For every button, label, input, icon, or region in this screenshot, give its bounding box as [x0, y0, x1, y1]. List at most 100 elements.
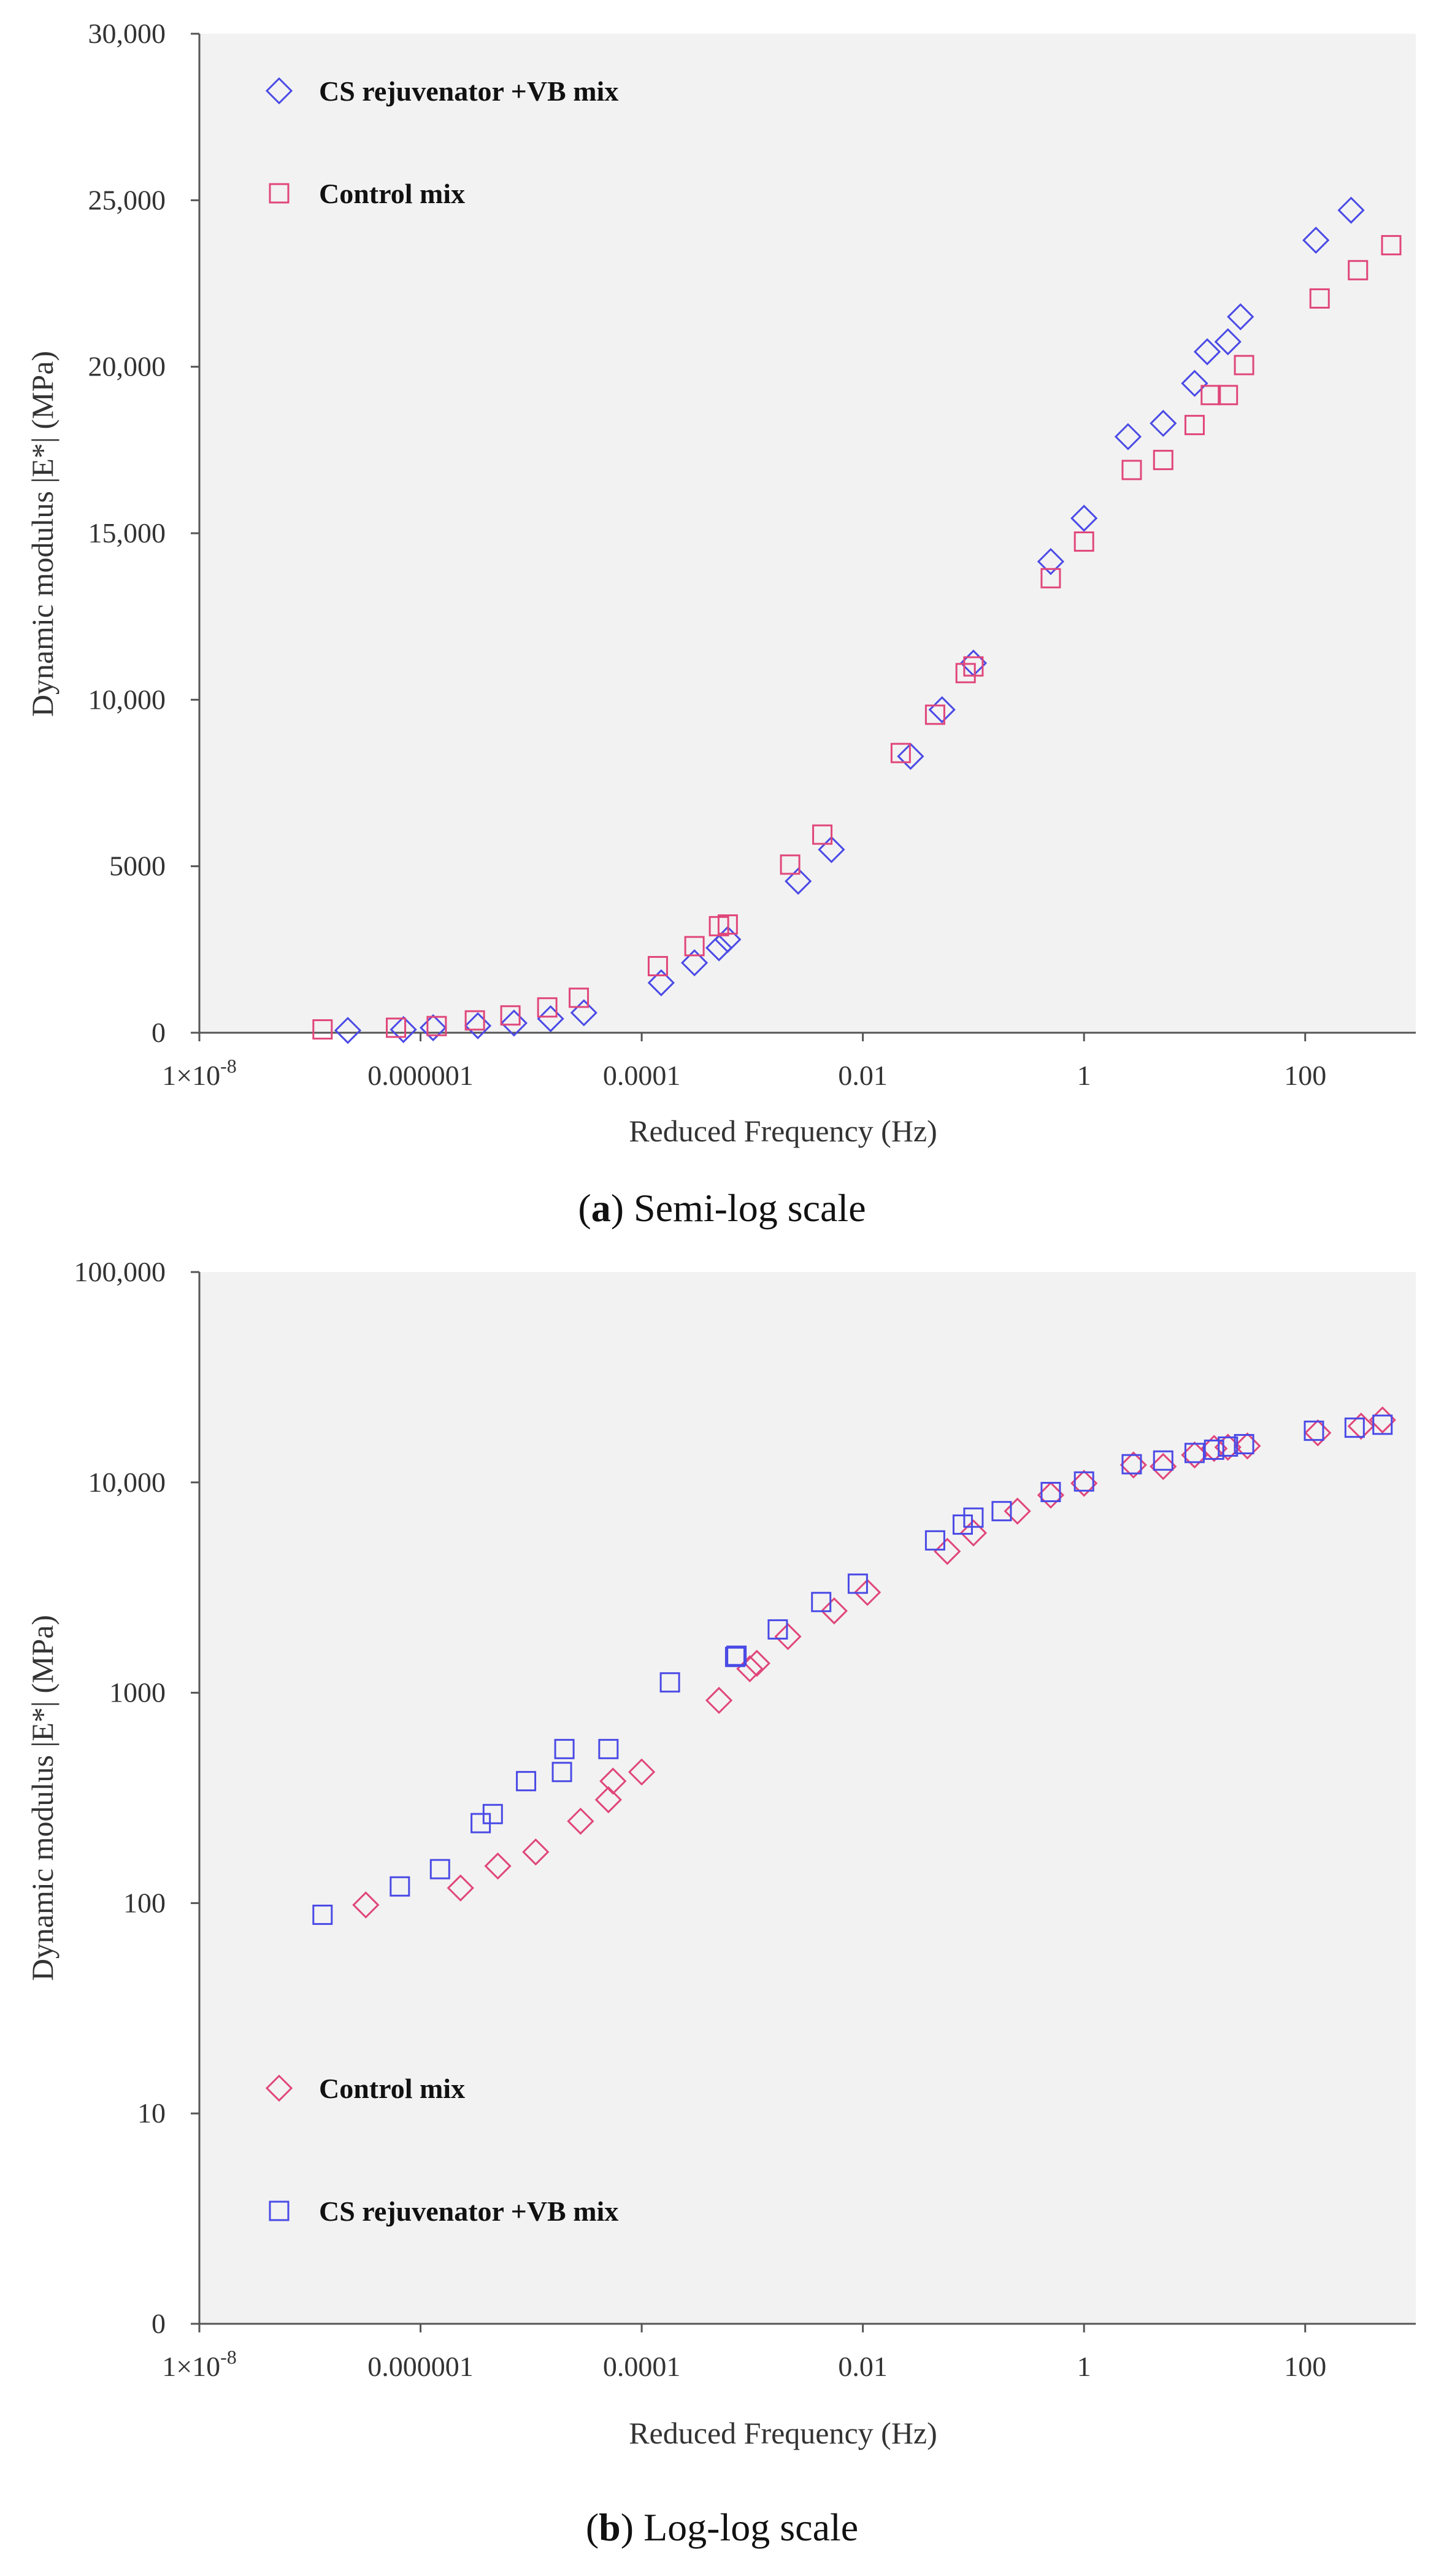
data-point [1070, 1470, 1098, 1497]
data-point [717, 914, 738, 935]
data-point [312, 1019, 333, 1040]
data-point [924, 704, 945, 725]
data-point [516, 1771, 537, 1792]
data-point [570, 999, 597, 1027]
data-point [484, 1852, 512, 1880]
data-point [1337, 196, 1365, 224]
data-point [726, 1645, 747, 1666]
data-point [1234, 1433, 1254, 1454]
data-point [774, 1622, 802, 1651]
data-point [1214, 328, 1242, 356]
x-tick-label: 0.000001 [367, 2351, 474, 2382]
data-point [1193, 338, 1221, 366]
data-point [419, 1014, 447, 1041]
caption-b-text: ) Log-log scale [621, 2505, 858, 2549]
data-point [569, 987, 590, 1008]
data-point [386, 1017, 407, 1038]
y-tick-label: 100 [123, 1887, 166, 1918]
data-point [594, 1786, 622, 1814]
data-point [265, 77, 293, 105]
data-point [1070, 504, 1098, 532]
data-point [724, 1646, 745, 1667]
data-point [1181, 369, 1208, 397]
x-tick-label: 0.01 [838, 2351, 888, 2382]
data-point [743, 1649, 770, 1677]
data-point [447, 1874, 474, 1902]
data-point [1344, 1417, 1365, 1438]
data-point [1073, 531, 1094, 552]
x-axis-label: Reduced Frequency (Hz) [629, 2416, 937, 2450]
data-point [812, 824, 833, 845]
data-point [1214, 1433, 1242, 1461]
data-point [1302, 226, 1330, 254]
data-point [522, 1838, 550, 1866]
x-tick-label: 0.01 [838, 1060, 888, 1091]
x-tick-label: 1 [1077, 1060, 1091, 1091]
data-point [647, 955, 668, 976]
panel-b-log-log-chart: 0 10 100 1000 10,000 100,000 1×10-8 0.000001 0.0… [25, 1256, 1416, 2450]
data-point [1153, 1450, 1173, 1471]
caption-a: (a) Semi-log scale [578, 1186, 866, 1230]
data-point [1227, 303, 1254, 331]
caption-b-letter: b [599, 2505, 621, 2549]
data-point [853, 1578, 881, 1606]
data-point [680, 949, 709, 977]
data-point [1150, 409, 1177, 438]
x-tick-label: 1 [1077, 2351, 1091, 2382]
data-point [390, 1876, 410, 1897]
x-tick-label: 100 [1284, 1060, 1326, 1091]
data-point [1121, 460, 1142, 480]
y-tick-label: 100,000 [74, 1256, 166, 1287]
data-point [1004, 1497, 1031, 1525]
data-point [1153, 450, 1173, 471]
y-axis-label: Dynamic modulus |E*| (MPa) [25, 351, 60, 717]
y-axis-label: Dynamic modulus |E*| (MPa) [25, 1615, 60, 1981]
data-point [1200, 385, 1221, 406]
data-point [567, 1807, 594, 1835]
data-point [598, 1738, 619, 1759]
y-tick-label: 5000 [109, 850, 166, 882]
data-point [429, 1859, 450, 1880]
data-point [551, 1762, 572, 1783]
data-point [811, 1592, 832, 1613]
data-point [390, 1016, 417, 1043]
data-point [705, 934, 733, 962]
data-point [924, 1530, 945, 1551]
plot-area [199, 34, 1416, 1033]
data-point [269, 2200, 290, 2221]
caption-b: (b) Log-log scale [586, 2505, 858, 2549]
data-point [818, 836, 845, 863]
data-point [1200, 1435, 1228, 1462]
legend-label: CS rejuvenator +VB mix [319, 2196, 618, 2227]
data-point [1381, 235, 1402, 256]
panel-a-semi-log-chart: 0 5000 10,000 15,000 20,000 25,000 30,000 1×10-… [25, 18, 1416, 1148]
data-point [599, 1767, 627, 1795]
y-tick-label: 10,000 [88, 684, 166, 715]
data-point [767, 1619, 788, 1640]
data-point [1037, 548, 1065, 576]
data-point [352, 1891, 380, 1919]
data-point [269, 183, 290, 204]
data-point [890, 742, 911, 763]
data-point [820, 1597, 848, 1625]
data-point [952, 1514, 973, 1535]
data-point [959, 1519, 988, 1547]
data-point [1234, 355, 1254, 376]
data-point [1372, 1414, 1393, 1435]
data-point [500, 1005, 521, 1026]
legend-label: Control mix [319, 178, 465, 209]
legend-label: Control mix [319, 2073, 465, 2104]
data-point [897, 742, 924, 770]
data-point [1348, 260, 1369, 280]
x-tick-label: 1×10-8 [162, 1055, 237, 1091]
data-point [780, 854, 801, 875]
data-point [1218, 385, 1239, 406]
x-tick-label: 0.000001 [367, 1060, 474, 1091]
y-tick-label: 20,000 [88, 351, 166, 382]
data-point [537, 997, 558, 1018]
legend-label: CS rejuvenator +VB mix [319, 75, 618, 107]
x-tick-label: 0.0001 [603, 2351, 681, 2382]
y-tick-label: 0 [152, 1017, 166, 1048]
x-tick-label: 0.0001 [603, 1060, 681, 1091]
data-point [785, 867, 812, 895]
